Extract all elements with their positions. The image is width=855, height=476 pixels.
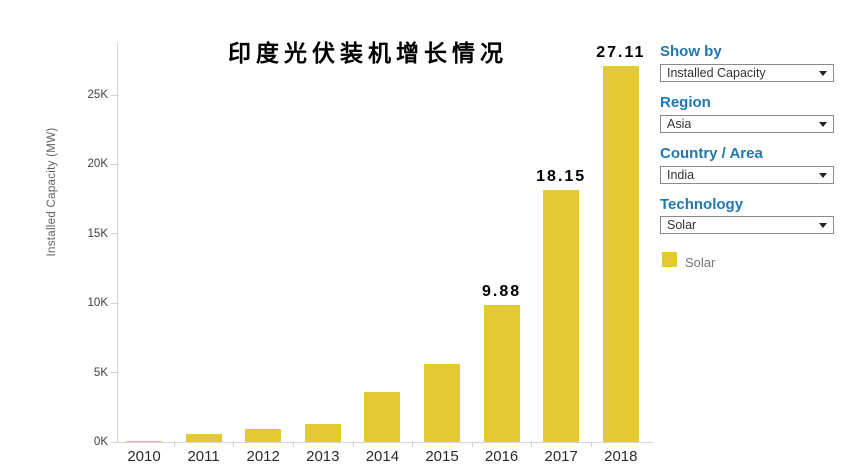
bar-2012[interactable] <box>245 429 282 442</box>
bar-value-label-2016: 9.88 <box>482 283 522 300</box>
x-tick-label-2017: 2017 <box>544 448 578 465</box>
bar-2013[interactable] <box>304 424 341 442</box>
y-tick-label-5k: 5K <box>93 366 108 379</box>
technology-label: Technology <box>660 196 744 213</box>
y-tick-mark <box>111 302 117 304</box>
show-by-dropdown[interactable]: Installed Capacity <box>660 64 834 82</box>
y-tick-mark <box>111 233 117 235</box>
technology-value: Solar <box>667 218 697 232</box>
bar-2011[interactable] <box>185 434 222 442</box>
show-by-label: Show by <box>660 43 722 60</box>
x-tick-label-2014: 2014 <box>365 448 400 465</box>
x-tick-label-2012: 2012 <box>246 448 280 465</box>
x-tick-mark <box>531 442 533 447</box>
y-tick-mark <box>111 372 117 374</box>
y-tick-label-15k: 15K <box>87 227 108 240</box>
legend-item-solar[interactable]: Solar <box>662 252 715 270</box>
country-area-label: Country / Area <box>660 145 763 162</box>
region-value: Asia <box>667 117 692 131</box>
x-tick-label-2018: 2018 <box>604 448 638 465</box>
bar-value-label-2018: 27.11 <box>596 44 646 61</box>
x-tick-mark <box>233 442 235 447</box>
x-tick-mark <box>471 442 473 447</box>
x-axis-line <box>117 442 653 443</box>
x-tick-label-2013: 2013 <box>306 448 340 465</box>
bar-2014[interactable] <box>364 392 401 442</box>
x-tick-mark <box>173 442 175 447</box>
x-tick-label-2011: 2011 <box>187 448 220 465</box>
bar-2018[interactable] <box>602 66 639 442</box>
x-tick-label-2015: 2015 <box>425 448 459 465</box>
y-tick-label-0k: 0K <box>93 436 108 448</box>
bar-value-label-2017: 18.15 <box>536 168 587 185</box>
country-area-dropdown[interactable]: India <box>660 166 834 184</box>
chevron-down-icon <box>819 172 827 178</box>
x-tick-mark <box>352 442 354 447</box>
chart-title: 印度光伏装机增长情况 <box>228 40 508 66</box>
y-axis-title-text: Installed Capacity (MW) <box>46 127 58 257</box>
y-tick-label-20k: 20K <box>87 158 108 171</box>
y-axis-line <box>117 43 118 443</box>
bar-2017[interactable] <box>543 190 580 442</box>
chevron-down-icon <box>819 222 827 228</box>
chevron-down-icon <box>819 70 827 76</box>
x-tick-mark <box>591 442 592 447</box>
country-area-value: India <box>667 168 695 182</box>
bar-2010[interactable] <box>126 441 162 442</box>
region-dropdown[interactable]: Asia <box>660 115 834 133</box>
bar-2016[interactable] <box>483 305 520 442</box>
region-label: Region <box>660 94 711 111</box>
chevron-down-icon <box>819 121 827 127</box>
y-tick-label-25k: 25K <box>87 89 108 101</box>
y-tick-label-10k: 10K <box>87 297 108 310</box>
legend-swatch-solar <box>662 252 677 267</box>
x-tick-label-2010: 2010 <box>127 448 161 465</box>
technology-dropdown[interactable]: Solar <box>660 216 834 234</box>
bar-2015[interactable] <box>424 364 460 442</box>
y-tick-mark <box>111 163 117 165</box>
x-tick-label-2016: 2016 <box>484 448 519 465</box>
legend-label-solar: Solar <box>685 255 716 270</box>
x-tick-mark <box>412 442 414 447</box>
y-tick-mark <box>111 94 117 96</box>
show-by-value: Installed Capacity <box>667 66 766 80</box>
y-tick-mark <box>111 441 117 443</box>
x-tick-mark <box>293 442 294 447</box>
